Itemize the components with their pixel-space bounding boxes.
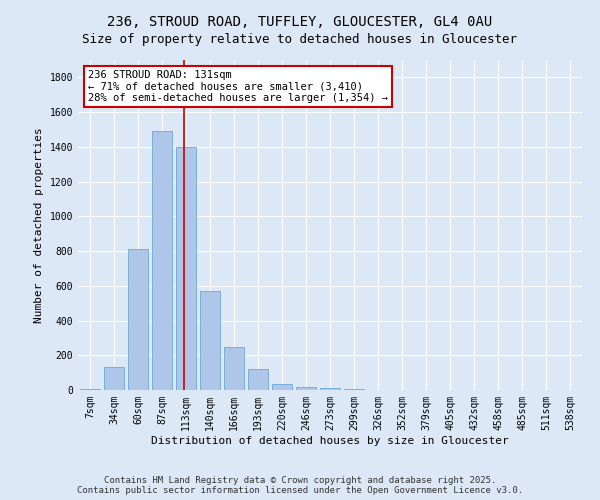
Text: Size of property relative to detached houses in Gloucester: Size of property relative to detached ho… xyxy=(83,32,517,46)
Bar xyxy=(272,384,292,390)
Y-axis label: Number of detached properties: Number of detached properties xyxy=(34,127,44,323)
Text: 236, STROUD ROAD, TUFFLEY, GLOUCESTER, GL4 0AU: 236, STROUD ROAD, TUFFLEY, GLOUCESTER, G… xyxy=(107,15,493,29)
Bar xyxy=(128,250,148,390)
Bar xyxy=(224,346,244,390)
X-axis label: Distribution of detached houses by size in Gloucester: Distribution of detached houses by size … xyxy=(151,436,509,446)
Bar xyxy=(248,369,268,390)
Bar xyxy=(200,291,220,390)
Bar xyxy=(176,147,196,390)
Bar xyxy=(80,389,100,390)
Bar xyxy=(104,368,124,390)
Bar xyxy=(296,386,316,390)
Bar xyxy=(344,389,364,390)
Bar xyxy=(320,388,340,390)
Bar xyxy=(152,131,172,390)
Text: Contains HM Land Registry data © Crown copyright and database right 2025.
Contai: Contains HM Land Registry data © Crown c… xyxy=(77,476,523,495)
Text: 236 STROUD ROAD: 131sqm
← 71% of detached houses are smaller (3,410)
28% of semi: 236 STROUD ROAD: 131sqm ← 71% of detache… xyxy=(88,70,388,103)
